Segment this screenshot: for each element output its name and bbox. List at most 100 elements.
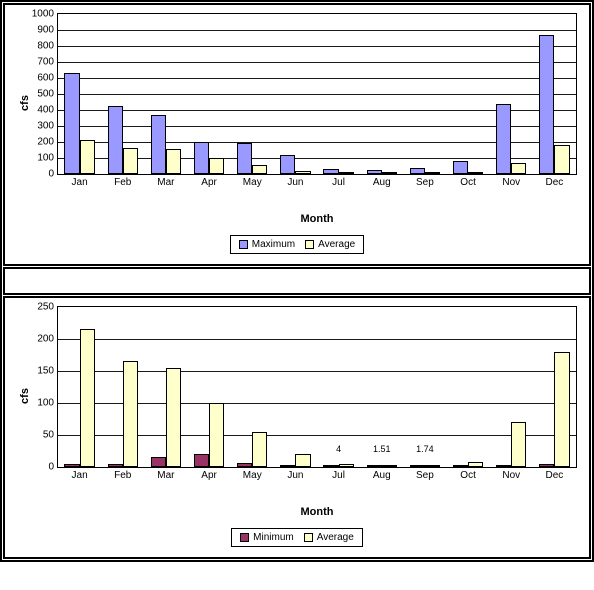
xtick-label: Apr — [201, 177, 217, 188]
xtick-label: Feb — [114, 470, 131, 481]
panel-divider — [3, 267, 591, 295]
xtick-label: Feb — [114, 177, 131, 188]
legend-label: Average — [317, 532, 354, 543]
bar — [80, 140, 95, 174]
ytick-label: 200 — [37, 137, 58, 148]
value-label: 1.51 — [372, 444, 392, 454]
chart2-legend: Minimum Average — [231, 528, 363, 547]
xtick-label: Aug — [373, 177, 391, 188]
bar — [166, 149, 181, 174]
chart1-box: cfs 01002003004005006007008009001000JanF… — [57, 13, 577, 193]
bar — [280, 465, 295, 467]
bar — [339, 464, 354, 467]
ytick-label: 600 — [37, 73, 58, 84]
bar — [295, 171, 310, 174]
bar — [539, 464, 554, 467]
figure-frame: cfs 01002003004005006007008009001000JanF… — [0, 0, 594, 562]
bar — [453, 161, 468, 174]
bar — [108, 464, 123, 467]
legend-swatch — [304, 533, 313, 542]
chart2-plot-area: 050100150200250JanFebMarAprMayJunJulAugS… — [57, 306, 577, 468]
chart-panel-max-avg: cfs 01002003004005006007008009001000JanF… — [3, 3, 591, 266]
xtick-label: Aug — [373, 470, 391, 481]
legend-swatch — [240, 533, 249, 542]
chart2-box: cfs 050100150200250JanFebMarAprMayJunJul… — [57, 306, 577, 486]
ytick-label: 400 — [37, 105, 58, 116]
legend-item: Average — [304, 532, 354, 543]
ytick-label: 500 — [37, 89, 58, 100]
legend-label: Minimum — [253, 532, 294, 543]
bar — [410, 168, 425, 174]
legend-item: Average — [305, 239, 355, 250]
bar — [468, 462, 483, 467]
bar — [151, 115, 166, 174]
bar — [554, 352, 569, 467]
ytick-label: 800 — [37, 41, 58, 52]
xtick-label: Oct — [460, 177, 476, 188]
bar — [367, 465, 382, 467]
legend-swatch — [305, 240, 314, 249]
chart1-plot-area: 01002003004005006007008009001000JanFebMa… — [57, 13, 577, 175]
ytick-label: 0 — [48, 169, 58, 180]
bar — [468, 172, 483, 174]
ytick-label: 900 — [37, 25, 58, 36]
chart2-ylabel: cfs — [19, 388, 31, 404]
chart2-xlabel: Month — [57, 506, 577, 518]
xtick-label: Jun — [287, 177, 303, 188]
xtick-label: Oct — [460, 470, 476, 481]
xtick-label: Jun — [287, 470, 303, 481]
bar — [323, 169, 338, 174]
ytick-label: 700 — [37, 57, 58, 68]
bars-layer — [58, 14, 576, 174]
ytick-label: 300 — [37, 121, 58, 132]
bar — [64, 73, 79, 174]
ytick-label: 100 — [37, 398, 58, 409]
bar — [323, 465, 338, 467]
xtick-label: Jul — [332, 470, 345, 481]
bar — [209, 158, 224, 174]
bar — [496, 104, 511, 174]
xtick-label: Jan — [72, 470, 88, 481]
bar — [511, 422, 526, 467]
bar — [237, 463, 252, 467]
chart1-legend: MaximumAverage — [230, 235, 364, 254]
xtick-label: Mar — [157, 177, 174, 188]
xtick-label: Apr — [201, 470, 217, 481]
bar — [252, 165, 267, 174]
bar — [425, 172, 440, 174]
bar — [108, 106, 123, 174]
ytick-label: 250 — [37, 302, 58, 313]
bar — [123, 361, 138, 467]
xtick-label: Dec — [546, 177, 564, 188]
xtick-label: Dec — [546, 470, 564, 481]
ytick-label: 50 — [43, 430, 58, 441]
xtick-label: Nov — [502, 177, 520, 188]
bar — [194, 454, 209, 467]
xtick-label: May — [243, 470, 262, 481]
bar — [367, 170, 382, 174]
xtick-label: Jul — [332, 177, 345, 188]
bar — [151, 457, 166, 467]
bar — [194, 142, 209, 174]
chart-panel-min-avg: cfs 050100150200250JanFebMarAprMayJunJul… — [3, 296, 591, 559]
bar — [209, 403, 224, 467]
bar — [280, 155, 295, 174]
bar — [453, 465, 468, 467]
xtick-label: Sep — [416, 177, 434, 188]
bar — [382, 172, 397, 174]
value-label: 1.74 — [415, 444, 435, 454]
ytick-label: 100 — [37, 153, 58, 164]
bar — [410, 465, 425, 467]
bar — [382, 465, 397, 467]
xtick-label: May — [243, 177, 262, 188]
bar — [511, 163, 526, 174]
bar — [252, 432, 267, 467]
legend-label: Average — [318, 239, 355, 250]
ytick-label: 200 — [37, 334, 58, 345]
xtick-label: Jan — [72, 177, 88, 188]
ytick-label: 0 — [48, 462, 58, 473]
bar — [64, 464, 79, 467]
bar — [339, 172, 354, 174]
bar — [80, 329, 95, 467]
bar — [539, 35, 554, 174]
